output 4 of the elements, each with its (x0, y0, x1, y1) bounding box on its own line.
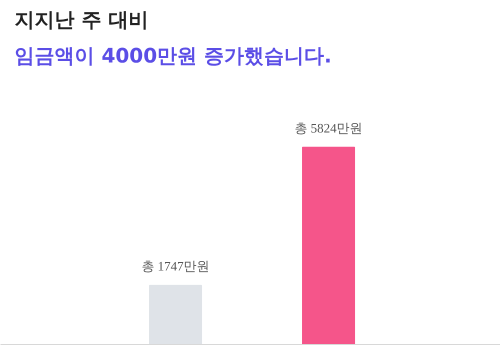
chart-subtitle: 임금액이 4000만원 증가했습니다. (14, 44, 332, 68)
data-label: 총 1747만원 (141, 258, 210, 274)
chart-title: 지지난 주 대비 (14, 8, 148, 32)
data-label: 총 5824만원 (294, 120, 363, 136)
